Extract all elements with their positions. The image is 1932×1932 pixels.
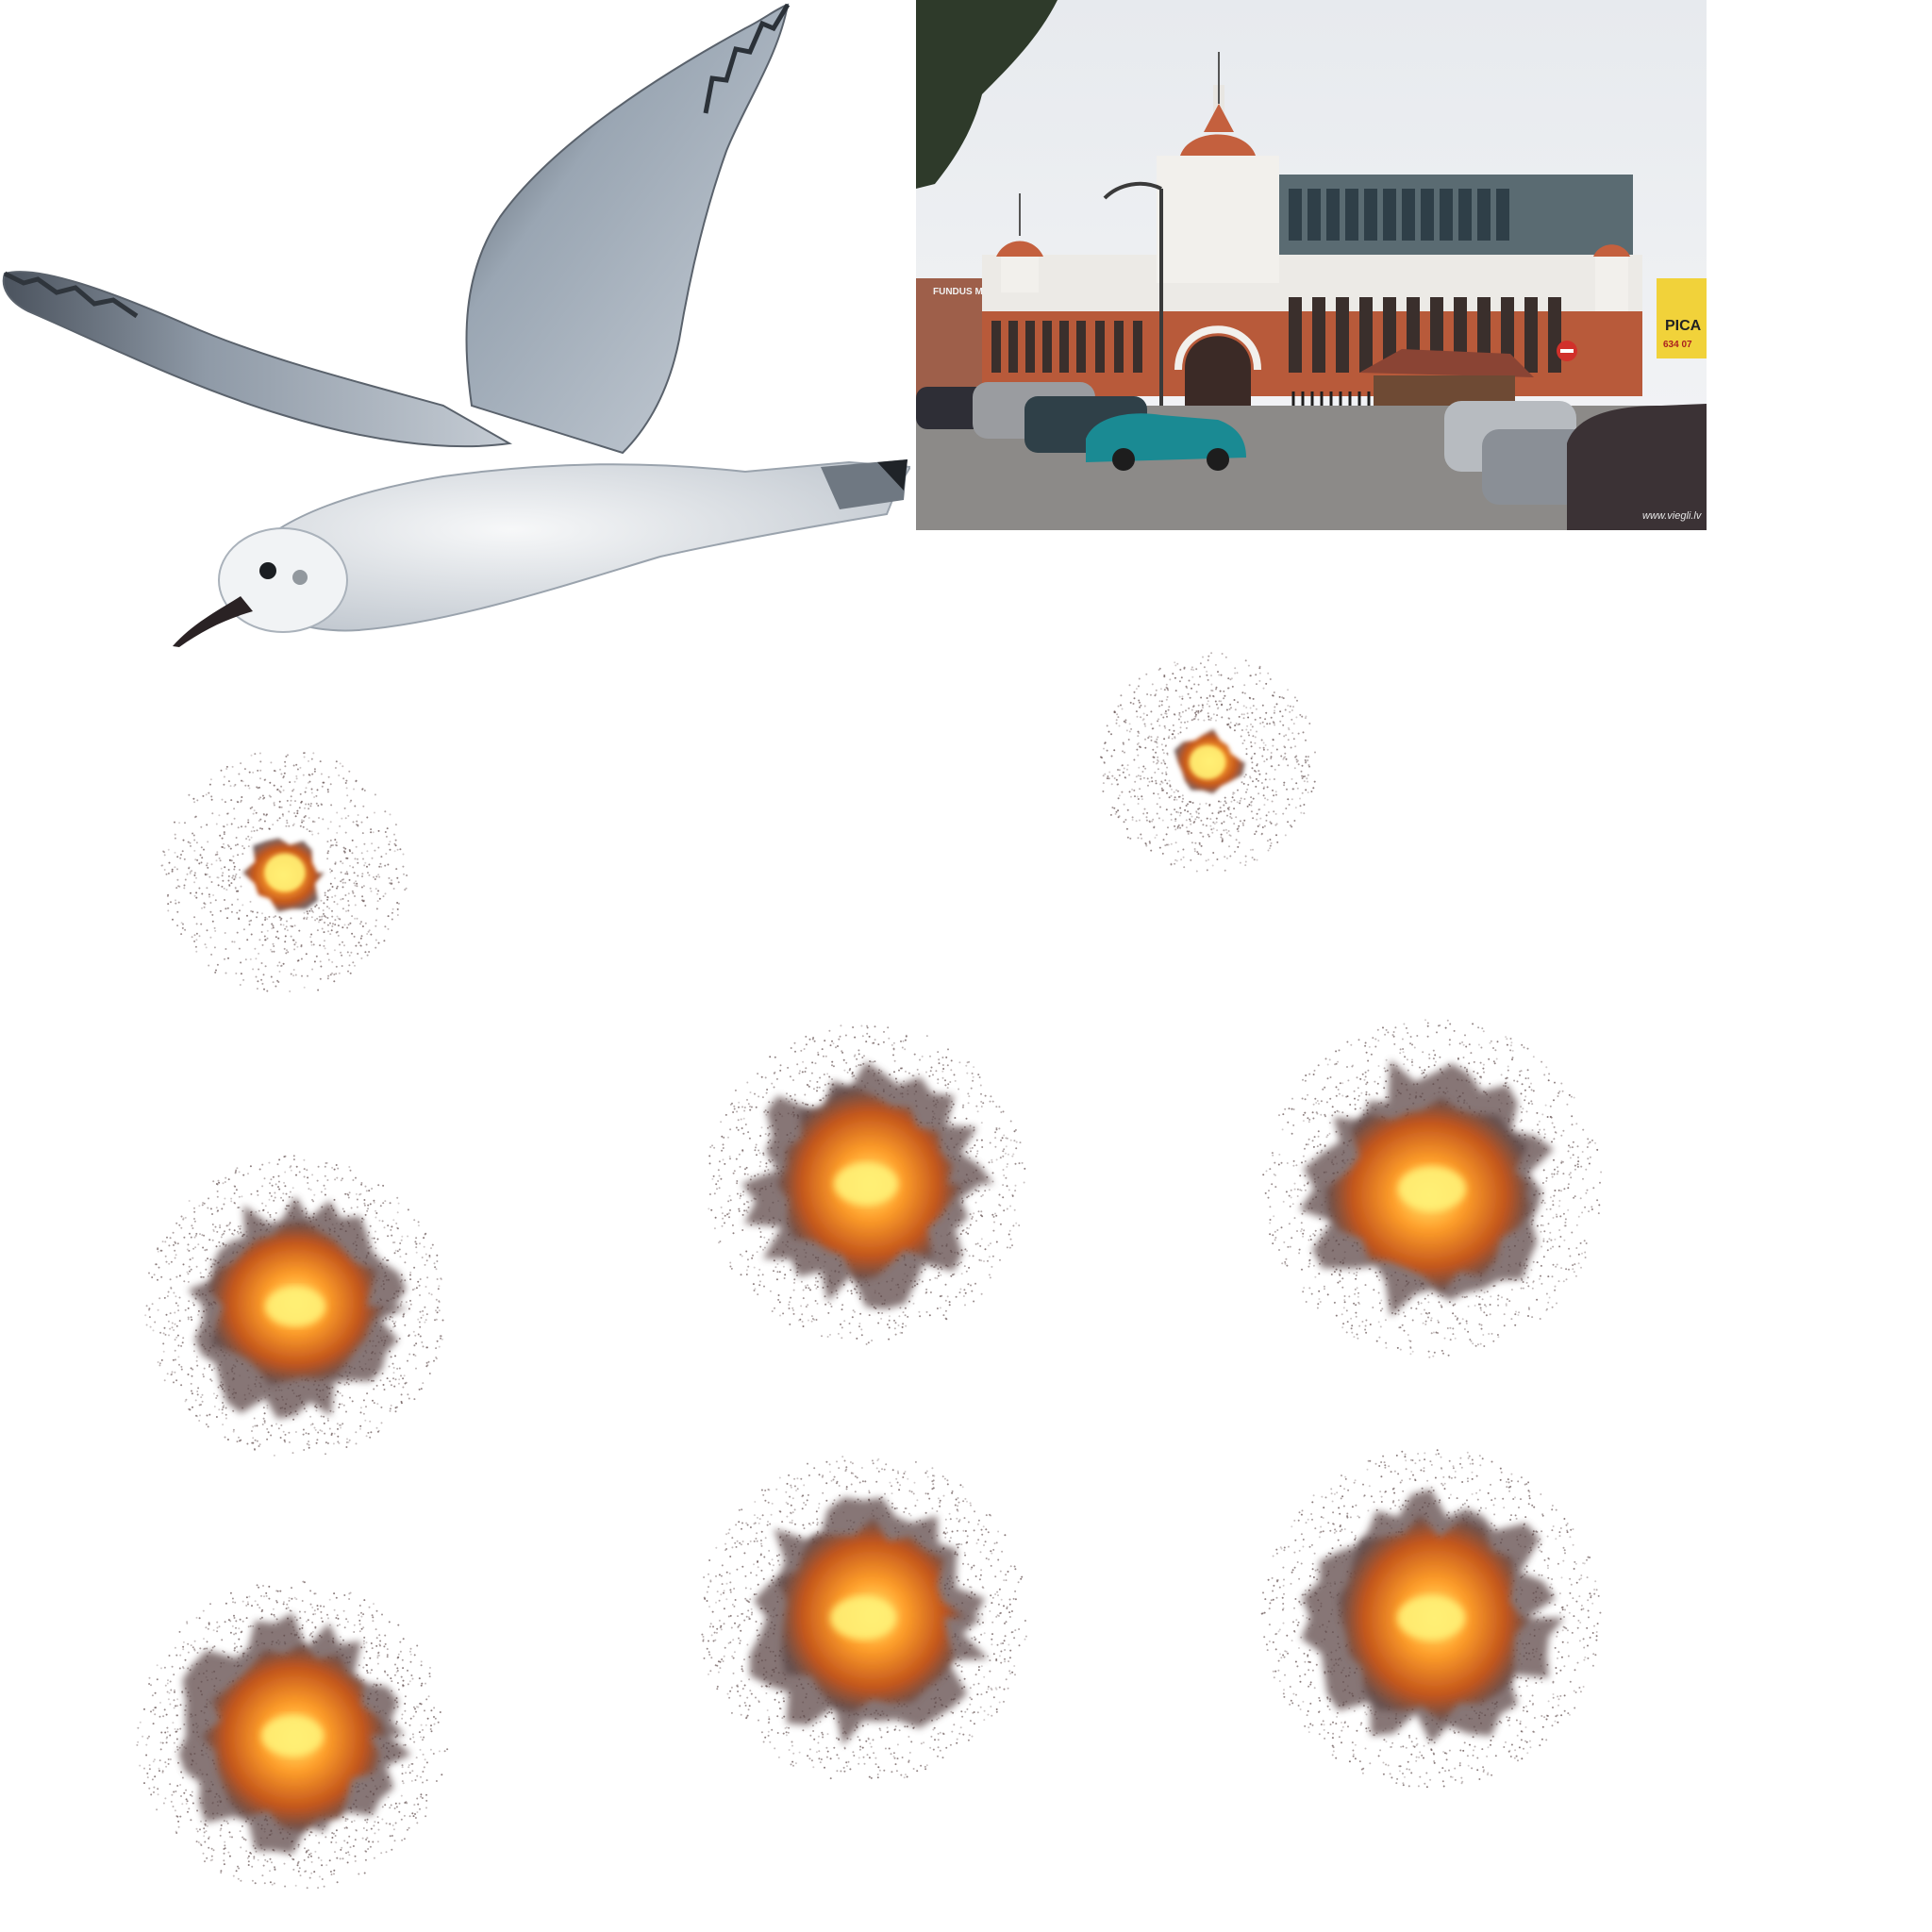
explosion-frame-1[interactable] [158,745,412,1000]
tree [916,0,1058,189]
seagull-icon [2,3,912,647]
fire-core [261,1715,324,1757]
sign-text-1: PICA [1665,318,1702,334]
explosion-icon [144,1155,444,1457]
explosion-frame-6[interactable] [123,1580,462,1891]
smoke-haze [160,752,408,992]
explosion-icon [1100,652,1316,873]
explosion-icon [1262,1019,1603,1358]
fire-core [830,1596,896,1640]
explosion-icon [136,1580,449,1890]
gull-eye [259,562,276,579]
fire-core [1398,1166,1466,1211]
smoke-haze [1100,652,1316,873]
fire-core [265,1287,325,1326]
explosion-icon [708,1024,1026,1345]
gull-body [244,460,912,632]
explosion-frame-8[interactable] [1238,1448,1624,1789]
explosion-icon [160,752,408,992]
building-photo-image: FUNDUS MA [916,0,1707,530]
explosion-frame-3[interactable] [130,1155,460,1457]
fire-core [1189,745,1226,779]
fire-core [264,853,306,892]
explosion-frame-4[interactable] [687,1024,1045,1345]
gull-beak [173,596,253,647]
fire-core [1397,1595,1465,1641]
explosion-frame-2[interactable] [1094,649,1321,875]
explosion-frame-5[interactable] [1243,1019,1621,1358]
fire-core [834,1162,898,1206]
sign-text-2: 634 07 [1663,340,1692,350]
explosion-icon [1260,1449,1602,1789]
yellow-sign [1657,278,1707,358]
explosion-frame-7[interactable] [679,1453,1047,1783]
rear-wing [2,271,513,448]
left-sign-text: FUNDUS MA [933,287,990,297]
market-building-photo[interactable]: FUNDUS MA [916,0,1707,530]
explosion-icon [701,1456,1027,1780]
seagull-sprite[interactable] [0,0,912,651]
raised-wing [465,3,790,455]
dark-car [1567,404,1707,530]
photo-watermark: www.viegli.lv [1642,510,1703,522]
